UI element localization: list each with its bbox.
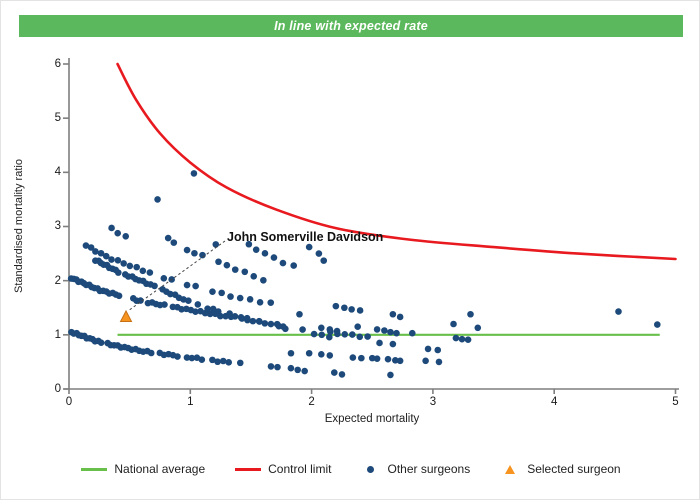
legend-item-selected-surgeon: Selected surgeon xyxy=(500,462,621,476)
status-banner: In line with expected rate xyxy=(19,15,683,37)
legend-label: Other surgeons xyxy=(387,462,471,476)
y-tick-label: 3 xyxy=(54,220,61,233)
legend-label: Control limit xyxy=(268,462,332,476)
x-tick-label: 2 xyxy=(308,396,315,408)
x-tick-label: 3 xyxy=(429,396,437,408)
other-surgeons-dot-icon xyxy=(367,465,375,473)
y-tick-label: 0 xyxy=(54,383,61,395)
y-tick-label: 6 xyxy=(54,57,61,70)
y-tick-label: 5 xyxy=(54,112,61,125)
x-tick-label: 5 xyxy=(672,396,679,408)
y-tick-label: 4 xyxy=(54,166,61,179)
control-limit-line-icon xyxy=(235,467,262,471)
legend-item-national-average: National average xyxy=(81,462,205,476)
x-axis-title: Expected mortality xyxy=(324,413,420,425)
selected-surgeon-annotation: John Somerville Davidson xyxy=(227,230,384,244)
status-banner-title: In line with expected rate xyxy=(274,19,428,33)
selected-surgeon-triangle-icon xyxy=(505,464,516,474)
legend-item-control-limit: Control limit xyxy=(235,462,331,476)
x-tick-label: 0 xyxy=(65,396,73,408)
national-average-line-icon xyxy=(81,467,108,471)
legend-label: Selected surgeon xyxy=(527,462,621,476)
x-tick-label: 1 xyxy=(187,396,194,408)
chart-legend: National average Control limit Other sur… xyxy=(41,462,661,476)
legend-item-other-surgeons: Other surgeons xyxy=(361,462,470,476)
y-tick-label: 1 xyxy=(54,328,61,341)
y-tick-label: 2 xyxy=(54,274,61,287)
y-axis-title: Standardised mortality ratio xyxy=(13,159,25,293)
x-tick-label: 4 xyxy=(550,396,558,408)
legend-label: National average xyxy=(114,462,206,476)
